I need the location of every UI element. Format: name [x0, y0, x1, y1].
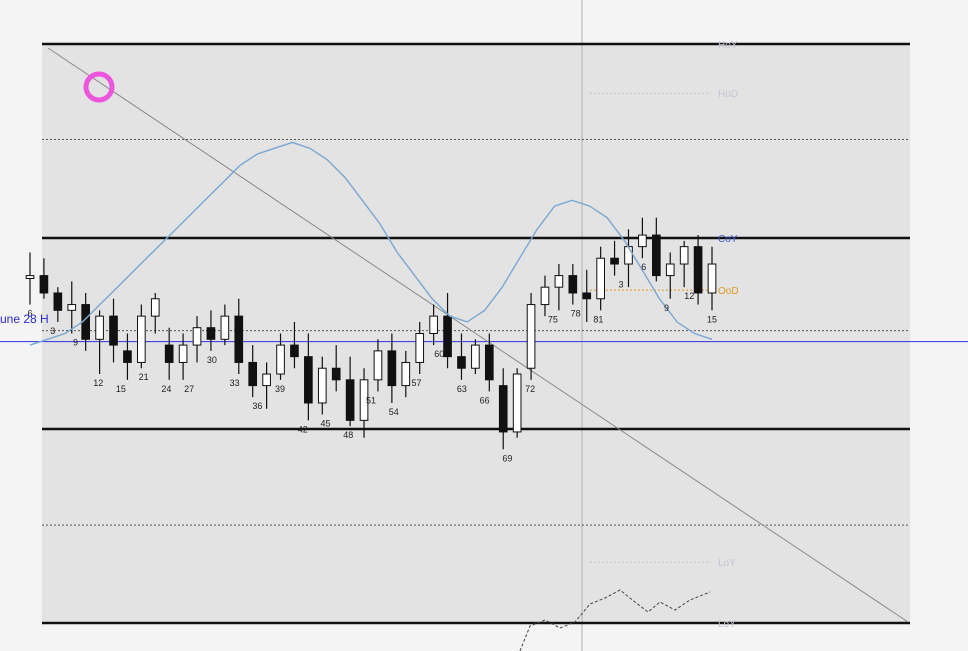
bar-label: 63: [457, 384, 467, 394]
candle-body: [109, 315, 118, 346]
bar-label: 36: [252, 401, 262, 411]
candle-body: [665, 263, 675, 277]
bar-label: 60: [434, 349, 444, 359]
candle-body: [39, 275, 49, 294]
candle-body: [220, 315, 230, 340]
candle-body: [582, 292, 592, 300]
candle-body: [123, 350, 132, 363]
candle-body: [373, 350, 383, 381]
bar-label: 3: [619, 280, 624, 290]
level-label-LoY-line: LoY: [718, 619, 736, 630]
bar-label: 6: [641, 262, 646, 272]
candle-body: [137, 315, 146, 363]
bar-label: 24: [161, 384, 171, 394]
candle-body: [317, 367, 327, 404]
bar-label: 57: [411, 378, 421, 388]
candle-body: [331, 367, 341, 381]
candle-body: [638, 234, 647, 248]
bar-label: 42: [298, 424, 308, 434]
bar-label: 27: [184, 384, 194, 394]
bar-label: 15: [707, 314, 717, 324]
candle-body: [512, 373, 522, 433]
candle-body: [596, 257, 605, 300]
candle-body: [164, 344, 174, 363]
candle-body: [206, 327, 216, 340]
candle-body: [415, 333, 425, 363]
bar-label: 12: [93, 378, 103, 388]
bar-label: 81: [593, 314, 603, 324]
bar-label: 9: [664, 303, 669, 313]
candle-body: [457, 356, 466, 369]
candle-body: [192, 327, 202, 346]
candle-body: [304, 356, 313, 404]
candle-body: [67, 304, 77, 311]
bar-label: 54: [389, 407, 399, 417]
candle-body: [359, 379, 369, 421]
june-28-high-label: une 28 H: [0, 312, 49, 326]
level-label-HoD: HoD: [718, 89, 738, 100]
candle-body: [387, 350, 397, 387]
bar-label: 33: [230, 378, 240, 388]
bar-label: 15: [116, 384, 126, 394]
bar-label: 21: [139, 372, 149, 382]
candle-body: [345, 379, 355, 421]
trendline: [47, 47, 909, 623]
candle-body: [707, 263, 717, 294]
candle-body: [290, 344, 299, 358]
candle-body: [25, 275, 35, 279]
candle-body: [526, 304, 536, 369]
candle-body: [540, 286, 550, 306]
level-label-LoY: LoY: [718, 558, 736, 569]
candle-body: [443, 315, 452, 358]
candle-body: [679, 246, 689, 265]
bar-label: 9: [73, 338, 78, 348]
candle-body: [401, 361, 411, 387]
bar-label: 30: [207, 355, 217, 365]
level-label-OoD: OoD: [718, 286, 739, 297]
highlight-ring-icon: [83, 71, 115, 103]
bar-label: 69: [502, 453, 512, 463]
candle-body: [568, 275, 578, 294]
candle-body: [484, 344, 494, 381]
bar-label: 3: [50, 326, 55, 336]
candle-body: [234, 315, 244, 363]
candle-body: [53, 292, 63, 311]
candle-body: [624, 246, 633, 265]
candle-body: [262, 373, 271, 387]
bar-label: 51: [366, 395, 376, 405]
bar-label: 66: [480, 395, 490, 405]
level-label-HoY: HoY: [718, 40, 738, 51]
candle-body: [471, 344, 480, 369]
candle-body: [610, 257, 619, 265]
candle-body: [498, 385, 508, 433]
candle-body: [554, 275, 564, 288]
candle-body: [693, 246, 703, 294]
bar-label: 72: [525, 384, 535, 394]
bar-label: 45: [321, 419, 331, 429]
moving-average-line: [29, 141, 713, 346]
bar-label: 78: [571, 309, 581, 319]
candle-body: [276, 344, 285, 375]
candle-body: [150, 298, 160, 317]
level-label-CoY: CoY: [718, 234, 738, 245]
indicator-line: [519, 589, 711, 651]
bar-label: 6: [27, 309, 32, 319]
candle-body: [248, 361, 258, 387]
bar-label: 48: [343, 430, 353, 440]
candle-body: [95, 315, 104, 340]
candle-body: [651, 234, 661, 277]
bar-label: 75: [548, 314, 558, 324]
candle-body: [178, 344, 188, 363]
bar-label: 39: [275, 384, 285, 394]
candle-body: [429, 315, 438, 335]
bar-label: 12: [684, 291, 694, 301]
